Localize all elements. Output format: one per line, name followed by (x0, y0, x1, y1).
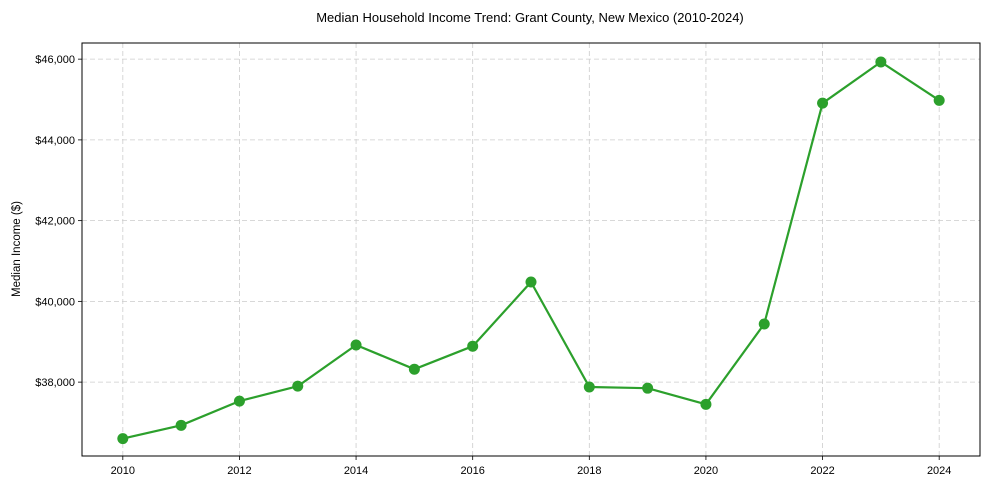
x-tick-label: 2022 (810, 465, 834, 477)
y-axis-label: Median Income ($) (11, 201, 23, 297)
grid-lines (82, 43, 980, 456)
x-tick-label: 2016 (460, 465, 484, 477)
data-point (933, 94, 945, 106)
data-point (408, 363, 420, 375)
x-tick-label: 2020 (694, 465, 718, 477)
y-tick-label: $38,000 (35, 377, 75, 389)
data-point (875, 56, 887, 68)
data-point (817, 97, 829, 109)
y-tick-label: $44,000 (35, 135, 75, 147)
data-point (175, 419, 187, 431)
x-tick-label: 2010 (111, 465, 135, 477)
data-series (117, 56, 945, 445)
y-tick-label: $42,000 (35, 216, 75, 228)
data-point (700, 398, 712, 410)
data-point (292, 380, 304, 392)
chart-title: Median Household Income Trend: Grant Cou… (316, 10, 744, 25)
x-tick-label: 2012 (227, 465, 251, 477)
data-point (583, 381, 595, 393)
x-tick-label: 2024 (927, 465, 951, 477)
plot-frame (81, 42, 981, 457)
data-point (467, 340, 479, 352)
data-point (350, 339, 362, 351)
data-point (117, 433, 129, 445)
data-point (525, 276, 537, 288)
x-tick-label: 2014 (344, 465, 368, 477)
data-point (758, 318, 770, 330)
x-axis: 2010 2012 2014 2016 2018 2020 2022 2024 (111, 456, 951, 477)
data-point (233, 395, 245, 407)
y-tick-label: $40,000 (35, 296, 75, 308)
data-point (642, 382, 654, 394)
x-tick-label: 2018 (577, 465, 601, 477)
y-axis: $38,000 $40,000 $42,000 $44,000 $46,000 (35, 54, 82, 389)
y-tick-label: $46,000 (35, 54, 75, 66)
